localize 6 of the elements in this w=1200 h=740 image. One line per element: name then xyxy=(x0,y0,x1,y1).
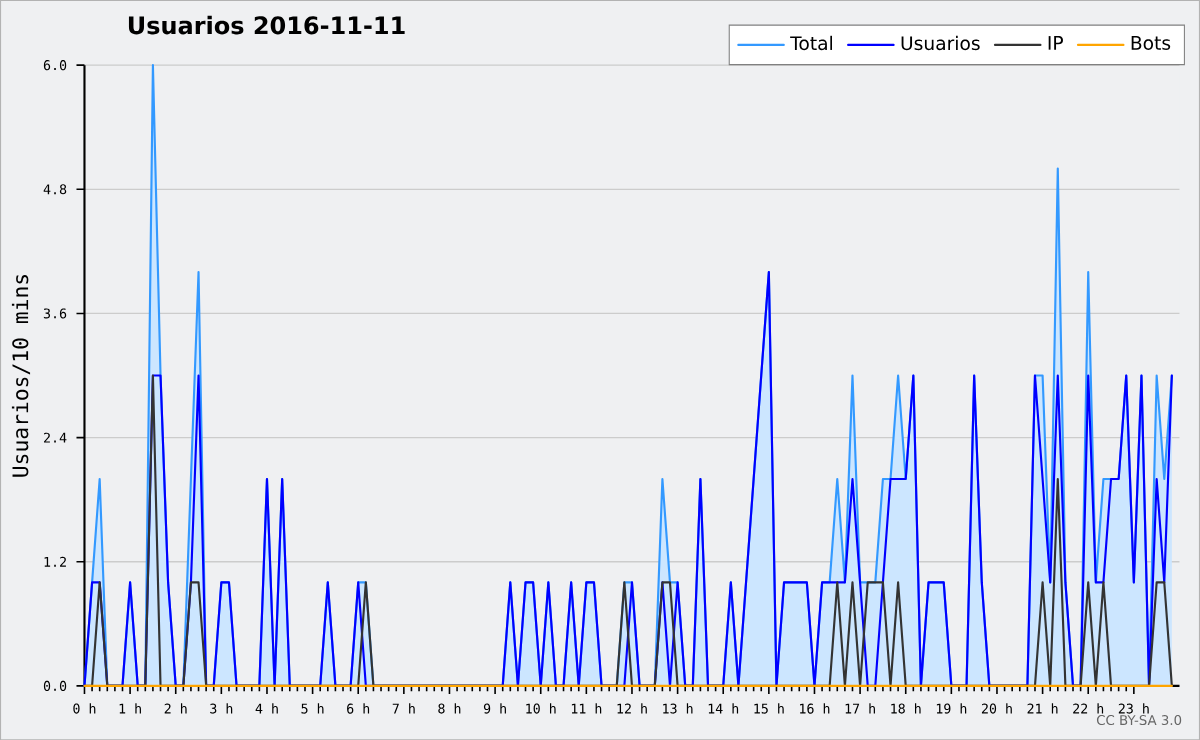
legend-label: Usuarios xyxy=(901,35,980,51)
legend-label: Total xyxy=(790,35,833,51)
legend-label: IP xyxy=(1048,35,1063,50)
y-axis-title: Usuarios/10 mins xyxy=(11,274,31,477)
chart-title: Usuarios 2016-11-11 xyxy=(128,15,405,35)
legend-label: Bots xyxy=(1131,35,1171,50)
